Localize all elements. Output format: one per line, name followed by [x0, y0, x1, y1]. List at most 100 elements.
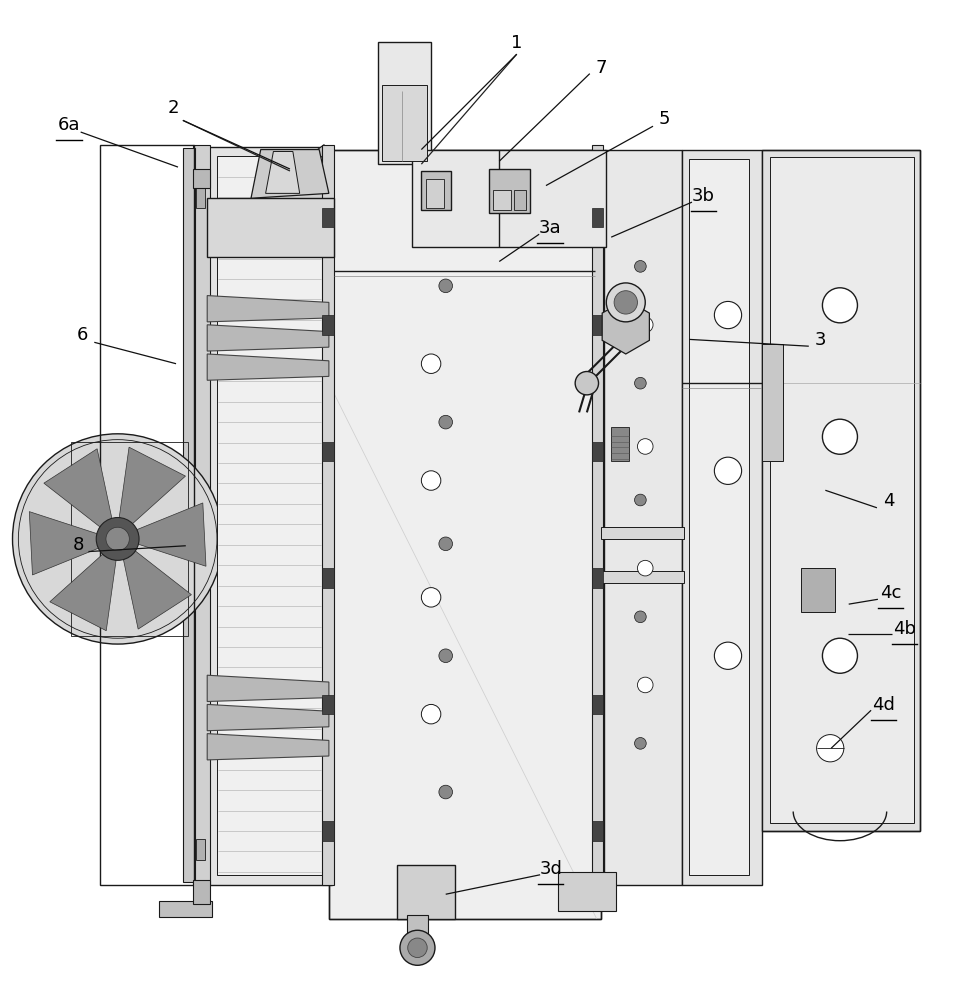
Bar [378, 42, 430, 164]
Bar [425, 179, 443, 208]
Circle shape [438, 537, 452, 551]
Bar [193, 880, 210, 904]
Bar [411, 150, 605, 247]
Circle shape [96, 518, 139, 560]
Polygon shape [137, 503, 205, 566]
Bar [591, 442, 602, 461]
Polygon shape [250, 150, 329, 198]
Text: 8: 8 [73, 536, 84, 554]
Text: 6: 6 [77, 326, 88, 344]
Bar [196, 187, 205, 208]
Bar [489, 169, 530, 213]
Bar [207, 198, 333, 257]
Bar [421, 171, 450, 210]
Text: 7: 7 [595, 59, 606, 77]
Polygon shape [119, 447, 185, 524]
Circle shape [438, 785, 452, 799]
Bar [557, 872, 615, 911]
Circle shape [421, 588, 440, 607]
Circle shape [816, 735, 843, 762]
Bar [100, 145, 194, 885]
Bar [158, 901, 212, 917]
Bar [217, 156, 322, 875]
Bar [682, 150, 761, 885]
Text: 3d: 3d [539, 860, 561, 878]
Text: 4b: 4b [892, 620, 914, 638]
Circle shape [822, 638, 857, 673]
Bar [193, 145, 210, 885]
Circle shape [637, 560, 652, 576]
Polygon shape [207, 734, 329, 760]
Circle shape [400, 930, 434, 965]
Bar [513, 190, 525, 210]
Circle shape [634, 377, 645, 389]
Bar [322, 145, 333, 885]
Bar [689, 159, 748, 875]
Circle shape [613, 291, 637, 314]
Text: 4: 4 [882, 492, 894, 510]
Polygon shape [207, 325, 329, 351]
Bar [603, 150, 682, 885]
Circle shape [438, 649, 452, 663]
Circle shape [438, 279, 452, 293]
Circle shape [637, 439, 652, 454]
Text: 1: 1 [511, 34, 522, 52]
Bar [800, 568, 834, 612]
Polygon shape [601, 299, 648, 354]
Text: 4c: 4c [879, 584, 901, 602]
Polygon shape [50, 554, 116, 631]
Bar [610, 427, 628, 461]
Text: 3a: 3a [538, 219, 560, 237]
Polygon shape [265, 152, 299, 193]
Circle shape [407, 938, 426, 958]
Bar [591, 695, 602, 714]
Text: 3b: 3b [691, 187, 714, 205]
Polygon shape [207, 675, 329, 702]
Circle shape [106, 527, 129, 551]
Circle shape [421, 354, 440, 373]
Circle shape [822, 288, 857, 323]
Bar [322, 568, 333, 588]
Text: 4d: 4d [871, 696, 894, 714]
Circle shape [13, 434, 223, 644]
Bar [329, 150, 600, 919]
Bar [183, 148, 195, 882]
Bar [761, 344, 782, 461]
Circle shape [438, 415, 452, 429]
Bar [322, 208, 333, 227]
Bar [382, 85, 426, 161]
Circle shape [605, 283, 645, 322]
Circle shape [575, 372, 598, 395]
Bar [591, 145, 602, 885]
Bar [600, 527, 684, 539]
Circle shape [634, 738, 645, 749]
Polygon shape [207, 704, 329, 731]
Bar [70, 442, 188, 636]
Text: 3: 3 [814, 331, 825, 349]
Polygon shape [265, 188, 329, 223]
Bar [591, 821, 602, 841]
Bar [600, 571, 684, 583]
Bar [322, 695, 333, 714]
Bar [207, 147, 332, 885]
Polygon shape [207, 354, 329, 380]
Bar [322, 315, 333, 335]
Bar [591, 208, 602, 227]
Text: 5: 5 [658, 110, 670, 128]
Circle shape [421, 704, 440, 724]
Bar [406, 915, 427, 936]
Bar [397, 865, 455, 919]
Polygon shape [44, 449, 111, 527]
Circle shape [637, 677, 652, 693]
Bar [322, 821, 333, 841]
Polygon shape [265, 145, 329, 190]
Bar [322, 442, 333, 461]
Circle shape [637, 317, 652, 333]
Bar [761, 150, 918, 831]
Bar [591, 315, 602, 335]
Circle shape [634, 494, 645, 506]
Bar [196, 839, 205, 860]
Bar [493, 190, 511, 210]
Bar [591, 568, 602, 588]
Circle shape [714, 457, 741, 484]
